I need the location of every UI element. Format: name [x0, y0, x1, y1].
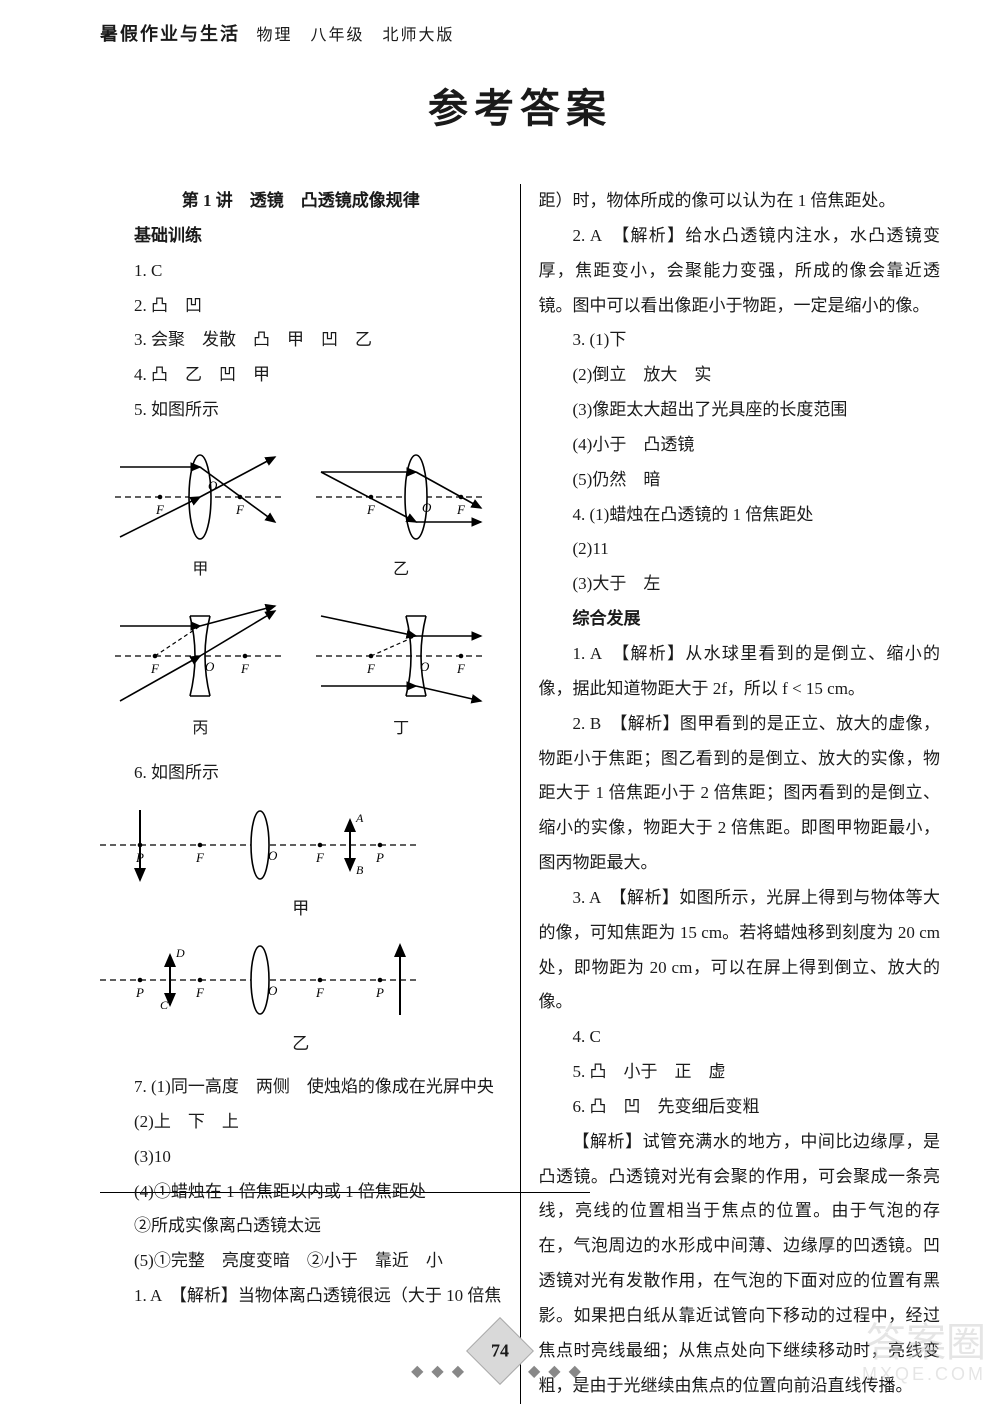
page-number-diamond: 74 — [466, 1317, 534, 1385]
content-columns: 第 1 讲 透镜 凸透镜成像规律 基础训练 1. C 2. 凸 凹 3. 会聚 … — [100, 184, 940, 1404]
lens-diagram-jia: F F O — [115, 442, 285, 552]
svg-text:F: F — [315, 985, 325, 1000]
r-q3-1: 3. (1)下 — [539, 323, 941, 358]
q7-4b: ②所成实像离凸透镜太远 — [100, 1209, 502, 1244]
fig-label-bing: 丙 — [192, 713, 208, 746]
svg-text:P: P — [375, 985, 384, 1000]
q2: 2. 凸 凹 — [100, 289, 502, 324]
q5: 5. 如图所示 — [100, 393, 502, 428]
svg-text:O: O — [268, 983, 278, 998]
fig-label-jia: 甲 — [192, 554, 208, 587]
svg-text:F: F — [195, 985, 205, 1000]
r-c2: 2. B 【解析】图甲看到的是正立、放大的虚像，物距小于焦距；图乙看到的是倒立、… — [539, 707, 941, 881]
svg-text:P: P — [375, 850, 384, 865]
fig5-row2: F F O F F O — [100, 601, 502, 711]
q7-4: (4)①蜡烛在 1 倍焦距以内或 1 倍焦距处 — [100, 1175, 502, 1210]
r-e2: 2. A 【解析】给水凸透镜内注水，水凸透镜变厚，焦距变小，会聚能力变强，所成的… — [539, 219, 941, 324]
r-q4-3: (3)大于 左 — [539, 567, 941, 602]
fig6-label-jia: 甲 — [100, 892, 502, 927]
main-title: 参考答案 — [100, 76, 940, 134]
right-column: 距）时，物体所成的像可以认为在 1 倍焦距处。 2. A 【解析】给水凸透镜内注… — [520, 184, 941, 1404]
fig6-row2: P F O F P D C — [100, 935, 502, 1025]
lens-diagram6-yi: P F O F P D C — [100, 935, 420, 1025]
book-subject: 物理 八年级 北师大版 — [257, 27, 455, 44]
r-q3-5: (5)仍然 暗 — [539, 463, 941, 498]
svg-text:F: F — [456, 661, 466, 676]
lens-diagram-ding: F F O — [316, 601, 486, 711]
r-q4-1: 4. (1)蜡烛在凸透镜的 1 倍焦距处 — [539, 498, 941, 533]
r-q3-4: (4)小于 凸透镜 — [539, 428, 941, 463]
fig5-row1: F F O F F O — [100, 442, 502, 552]
svg-text:O: O — [420, 659, 430, 674]
q7-2: (2)上 下 上 — [100, 1105, 502, 1140]
q7-1: 7. (1)同一高度 两侧 使烛焰的像成在光屏中央 — [100, 1070, 502, 1105]
q4: 4. 凸 乙 凹 甲 — [100, 358, 502, 393]
r-c4: 4. C — [539, 1020, 941, 1055]
q7-5: (5)①完整 亮度变暗 ②小于 靠近 小 — [100, 1244, 502, 1279]
lens-diagram6-jia: P F O F P A B — [100, 800, 420, 890]
lens-diagram-bing: F F O — [115, 601, 285, 711]
sub-basic: 基础训练 — [100, 219, 502, 254]
svg-text:O: O — [268, 848, 278, 863]
sub-comp: 综合发展 — [539, 602, 941, 637]
svg-text:D: D — [175, 946, 185, 960]
svg-text:F: F — [366, 661, 376, 676]
svg-text:C: C — [160, 998, 169, 1012]
q7-3: (3)10 — [100, 1140, 502, 1175]
explore-1: 1. A 【解析】当物体离凸透镜很远（大于 10 倍焦 — [100, 1279, 502, 1314]
svg-text:F: F — [315, 850, 325, 865]
svg-text:F: F — [195, 850, 205, 865]
fig-label-ding: 丁 — [393, 713, 409, 746]
page-footer: ◆◆◆ 74 ◆◆◆ — [0, 1327, 1000, 1381]
svg-text:O: O — [422, 500, 432, 515]
svg-text:P: P — [135, 985, 144, 1000]
r-q4-2: (2)11 — [539, 532, 941, 567]
svg-text:B: B — [356, 863, 364, 877]
lecture-title: 第 1 讲 透镜 凸透镜成像规律 — [100, 184, 502, 219]
r-c6: 6. 凸 凹 先变细后变粗 — [539, 1090, 941, 1125]
svg-text:F: F — [150, 661, 160, 676]
r-c5: 5. 凸 小于 正 虚 — [539, 1055, 941, 1090]
r-q3-2: (2)倒立 放大 实 — [539, 358, 941, 393]
page-header: 暑假作业与生活 物理 八年级 北师大版 — [100, 20, 940, 46]
r-c1: 1. A 【解析】从水球里看到的是倒立、缩小的像，据此知道物距大于 2f，所以 … — [539, 637, 941, 707]
q6: 6. 如图所示 — [100, 756, 502, 791]
fig6-label-yi: 乙 — [100, 1027, 502, 1062]
svg-text:O: O — [205, 659, 215, 674]
svg-text:F: F — [456, 502, 466, 517]
fig-label-yi: 乙 — [393, 554, 409, 587]
cont-line: 距）时，物体所成的像可以认为在 1 倍焦距处。 — [539, 184, 941, 219]
svg-text:F: F — [240, 661, 250, 676]
svg-text:A: A — [355, 811, 364, 825]
fig6-row1: P F O F P A B — [100, 800, 502, 890]
left-column: 第 1 讲 透镜 凸透镜成像规律 基础训练 1. C 2. 凸 凹 3. 会聚 … — [100, 184, 520, 1404]
r-q3-3: (3)像距太大超出了光具座的长度范围 — [539, 393, 941, 428]
q3: 3. 会聚 发散 凸 甲 凹 乙 — [100, 323, 502, 358]
svg-text:F: F — [366, 502, 376, 517]
r-c3: 3. A 【解析】如图所示，光屏上得到与物体等大的像，可知焦距为 15 cm。若… — [539, 881, 941, 1020]
lens-diagram-yi: F F O — [316, 442, 486, 552]
svg-text:F: F — [235, 502, 245, 517]
book-title: 暑假作业与生活 — [100, 24, 240, 44]
q1: 1. C — [100, 254, 502, 289]
